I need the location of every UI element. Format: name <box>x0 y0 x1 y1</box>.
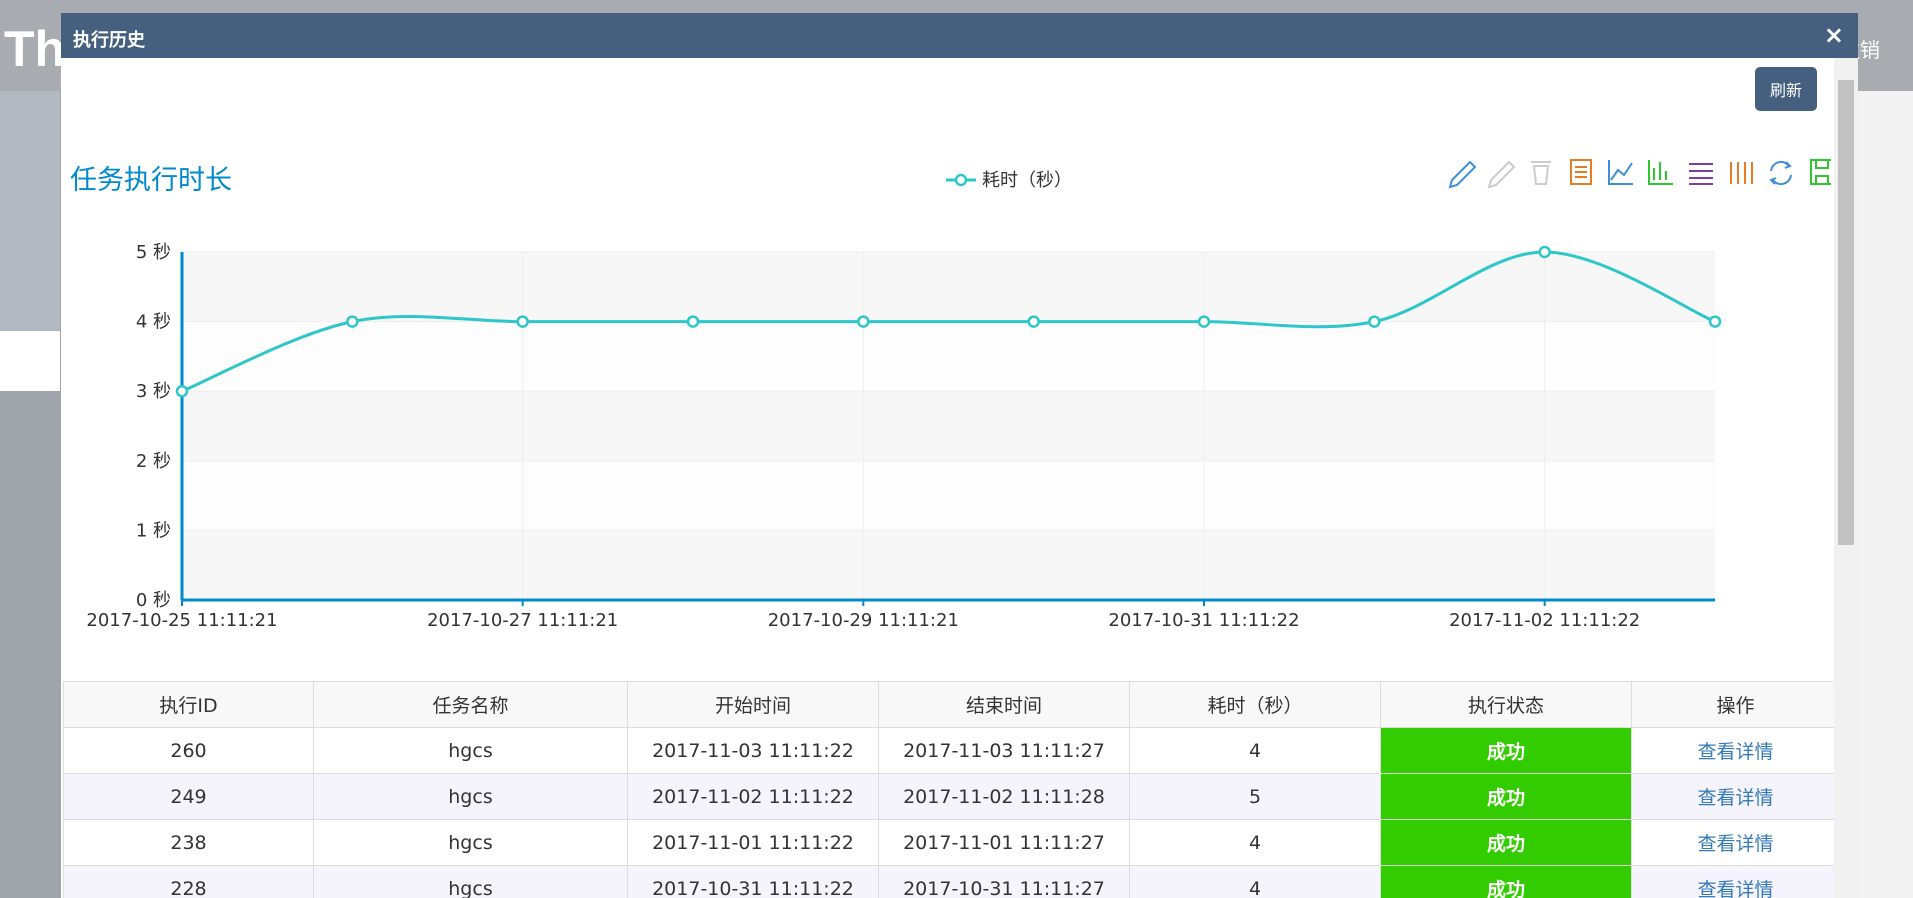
tool-icon[interactable] <box>1531 161 1551 185</box>
legend-marker <box>954 173 968 187</box>
history-table: 执行ID 任务名称 开始时间 结束时间 耗时（秒） 执行状态 操作 260 hgcs 2017-1… <box>63 681 1840 898</box>
data-point <box>857 315 870 328</box>
sidebar <box>0 91 60 331</box>
table-cell: 2017-11-02 11:11:22 <box>627 773 879 820</box>
chart-title: 任务执行时长 <box>70 165 232 196</box>
y-tick-label: 5 秒 <box>136 242 171 263</box>
data-point <box>1708 315 1722 328</box>
tool-icon[interactable] <box>1648 160 1673 185</box>
grid-band <box>182 530 1715 600</box>
x-tick-label: 2017-10-27 11:11:21 <box>427 610 618 631</box>
x-tick-label: 2017-11-02 11:11:22 <box>1449 610 1640 631</box>
column-header: 执行状态 <box>1380 681 1632 728</box>
column-header: 耗时（秒） <box>1129 681 1381 728</box>
table-row: 228 hgcs 2017-10-31 11:11:22 2017-10-31 11:… <box>63 865 1840 898</box>
tool-icon[interactable] <box>1730 162 1753 184</box>
column-header: 执行ID <box>63 681 314 728</box>
y-tick-label: 3 秒 <box>136 381 171 402</box>
table-cell: 成功 <box>1380 865 1632 898</box>
table-cell: 2017-10-31 11:11:22 <box>627 865 879 898</box>
tool-icon[interactable] <box>1810 159 1831 185</box>
tool-icon[interactable] <box>1608 160 1633 185</box>
legend-label: 耗时（秒） <box>982 170 1072 191</box>
table-cell: hgcs <box>313 727 628 774</box>
table-row: 260 hgcs 2017-11-03 11:11:22 2017-11-03 11:… <box>63 727 1840 774</box>
tool-icon[interactable] <box>1570 159 1592 185</box>
table-cell: 成功 <box>1380 727 1632 774</box>
table-cell: 成功 <box>1380 819 1632 866</box>
toolbox <box>1448 159 1831 189</box>
grid-band <box>182 391 1715 461</box>
y-tick-label: 2 秒 <box>136 451 171 472</box>
table-row: 238 hgcs 2017-11-01 11:11:22 2017-11-01 11:… <box>63 819 1840 866</box>
table-cell: 2017-11-03 11:11:27 <box>878 727 1130 774</box>
sidebar-item <box>0 331 60 391</box>
chart: 任务执行时长 0 秒 1 秒 2 秒 3 秒 4 秒 5 秒 2017-10-25 11:1… <box>70 159 1831 631</box>
table-cell[interactable]: 查看详情 <box>1631 865 1840 898</box>
y-tick-label: 0 秒 <box>136 590 171 611</box>
data-point <box>175 384 189 398</box>
table-cell[interactable]: 查看详情 <box>1631 773 1840 820</box>
refresh-button[interactable]: 刷新 <box>1755 67 1817 111</box>
table-cell: 2017-11-01 11:11:22 <box>627 819 879 866</box>
table-cell: 260 <box>63 727 314 774</box>
scrollbar[interactable] <box>1834 58 1858 898</box>
data-point <box>516 315 529 328</box>
tool-icon[interactable] <box>1448 160 1477 189</box>
grid-band <box>182 252 1715 322</box>
header-row: 执行ID 任务名称 开始时间 结束时间 耗时（秒） 执行状态 操作 <box>63 681 1840 728</box>
data-point <box>346 315 359 328</box>
table-cell: 4 <box>1129 865 1381 898</box>
table-cell: 2017-11-02 11:11:28 <box>878 773 1130 820</box>
column-header: 结束时间 <box>878 681 1130 728</box>
grid-band <box>182 460 1715 531</box>
logo: Th <box>4 21 66 77</box>
x-tick-label: 2017-10-25 11:11:21 <box>86 610 277 631</box>
close-button[interactable]: × <box>1823 21 1844 49</box>
data-point <box>1368 315 1381 328</box>
grid-band <box>182 321 1715 392</box>
tool-icon[interactable] <box>1769 160 1792 186</box>
series-line <box>181 250 1716 393</box>
column-header: 操作 <box>1631 681 1840 728</box>
tool-icon[interactable] <box>1487 160 1516 189</box>
table-cell: hgcs <box>313 773 628 820</box>
column-header: 开始时间 <box>627 681 879 728</box>
table-cell: 249 <box>63 773 314 820</box>
dialog-header: 执行历史 × <box>61 13 1858 58</box>
scrollbar-thumb[interactable] <box>1838 80 1854 545</box>
table-cell: hgcs <box>313 819 628 866</box>
data-point <box>1027 315 1040 328</box>
dialog: 执行历史 × 刷新 任务执行时长 0 秒 1 秒 2 秒 3 秒 4 秒 5 秒 2017-… <box>61 13 1858 898</box>
x-tick-label: 2017-10-31 11:11:22 <box>1108 610 1299 631</box>
table-cell: 成功 <box>1380 773 1632 820</box>
data-point <box>1538 245 1551 259</box>
table-cell: hgcs <box>313 865 628 898</box>
table-cell[interactable]: 查看详情 <box>1631 819 1840 866</box>
table-cell: 4 <box>1129 727 1381 774</box>
x-tick-label: 2017-10-29 11:11:21 <box>768 610 959 631</box>
table-cell: 4 <box>1129 819 1381 866</box>
table-cell[interactable]: 查看详情 <box>1631 727 1840 774</box>
table-cell: 2017-10-31 11:11:27 <box>878 865 1130 898</box>
table-cell: 238 <box>63 819 314 866</box>
table-cell: 2017-11-01 11:11:27 <box>878 819 1130 866</box>
y-tick-label: 1 秒 <box>136 520 171 541</box>
tool-icon[interactable] <box>1689 163 1713 185</box>
data-point <box>686 315 700 328</box>
table-cell: 228 <box>63 865 314 898</box>
dialog-title: 执行历史 <box>73 30 145 51</box>
table-cell: 5 <box>1129 773 1381 820</box>
data-point <box>1197 315 1211 328</box>
y-tick-label: 4 秒 <box>136 312 171 333</box>
table-cell: 2017-11-03 11:11:22 <box>627 727 879 774</box>
column-header: 任务名称 <box>313 681 628 728</box>
right-pane <box>1858 91 1913 898</box>
table-row: 249 hgcs 2017-11-02 11:11:22 2017-11-02 11:… <box>63 773 1840 820</box>
